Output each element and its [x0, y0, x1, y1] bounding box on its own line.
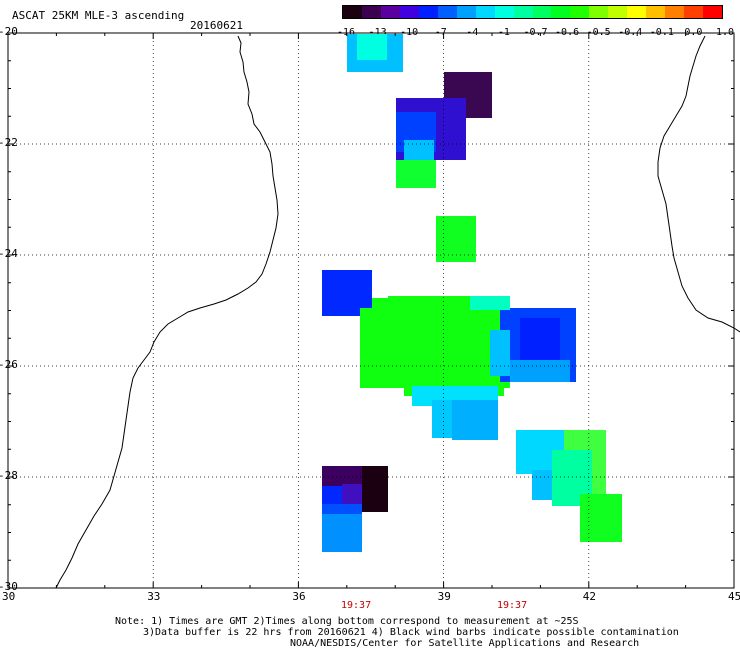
lat-label: -20	[0, 25, 18, 38]
colorbar-swatch	[665, 6, 685, 18]
wind-cell-green	[388, 296, 478, 302]
colorbar-swatch	[437, 6, 457, 18]
lon-label: 30	[2, 590, 16, 603]
colorbar-swatch	[399, 6, 419, 18]
grid-lines	[8, 33, 734, 588]
map-date: 20160621	[190, 19, 243, 32]
wind-cell	[357, 34, 387, 60]
wind-cell-blue	[322, 504, 362, 514]
colorbar-swatch	[608, 6, 628, 18]
colorbar-swatch	[456, 6, 476, 18]
wind-cell-green	[380, 370, 500, 388]
wind-cell-purple	[362, 466, 388, 512]
colorbar-swatch	[627, 6, 647, 18]
colorbar-swatch	[551, 6, 571, 18]
colorbar-swatch	[343, 6, 362, 18]
wind-cell-blue	[520, 318, 560, 368]
lat-label: -24	[0, 247, 18, 260]
colorbar-swatch	[570, 6, 590, 18]
pass-time-1: 19:37	[341, 600, 372, 611]
wind-cell-green	[362, 322, 372, 362]
wind-cell-blue	[470, 296, 510, 310]
map-title: ASCAT 25KM MLE-3 ascending	[12, 9, 185, 22]
lon-label: 45	[728, 590, 740, 603]
colorbar-swatch	[513, 6, 533, 18]
note-line-2: 3)Data buffer is 22 hrs from 20160621 4)…	[143, 627, 679, 638]
coastline-madagascar	[657, 35, 740, 333]
colorbar-swatch	[703, 6, 723, 18]
note-line-1: Note: 1) Times are GMT 2)Times along bot…	[115, 616, 579, 627]
colorbar-swatch	[494, 6, 514, 18]
coastline-africa	[55, 35, 279, 589]
colorbar-swatch	[589, 6, 609, 18]
note-line-3: NOAA/NESDIS/Center for Satellite Applica…	[290, 638, 640, 649]
colorbar-swatch	[380, 6, 400, 18]
lon-label: 36	[292, 590, 306, 603]
plot-frame	[7, 32, 735, 589]
wind-cell-blue	[490, 330, 510, 376]
lat-label: -30	[0, 580, 18, 593]
lat-label: -28	[0, 469, 18, 482]
colorbar-swatch	[684, 6, 704, 18]
colorbar-swatch	[361, 6, 381, 18]
wind-cell-cyan	[452, 400, 498, 440]
wind-cell	[436, 216, 476, 262]
wind-cell	[396, 160, 436, 188]
colorbar-swatch	[418, 6, 438, 18]
pass-time-2: 19:37	[497, 600, 528, 611]
lon-label: 39	[437, 590, 451, 603]
wind-data-cells	[322, 34, 622, 552]
colorbar-swatch	[475, 6, 495, 18]
lat-label: -26	[0, 358, 18, 371]
wind-cell-green	[580, 494, 622, 542]
lon-label: 33	[147, 590, 161, 603]
wind-cell-purple	[342, 484, 362, 504]
colorbar-swatch	[532, 6, 552, 18]
colorbar-swatch	[646, 6, 666, 18]
lon-label: 42	[582, 590, 597, 603]
colorbar	[342, 5, 723, 19]
wind-cell-blue	[510, 360, 570, 382]
lat-label: -22	[0, 136, 18, 149]
wind-cell-purple	[322, 486, 342, 504]
wind-cell-blue	[322, 514, 362, 552]
